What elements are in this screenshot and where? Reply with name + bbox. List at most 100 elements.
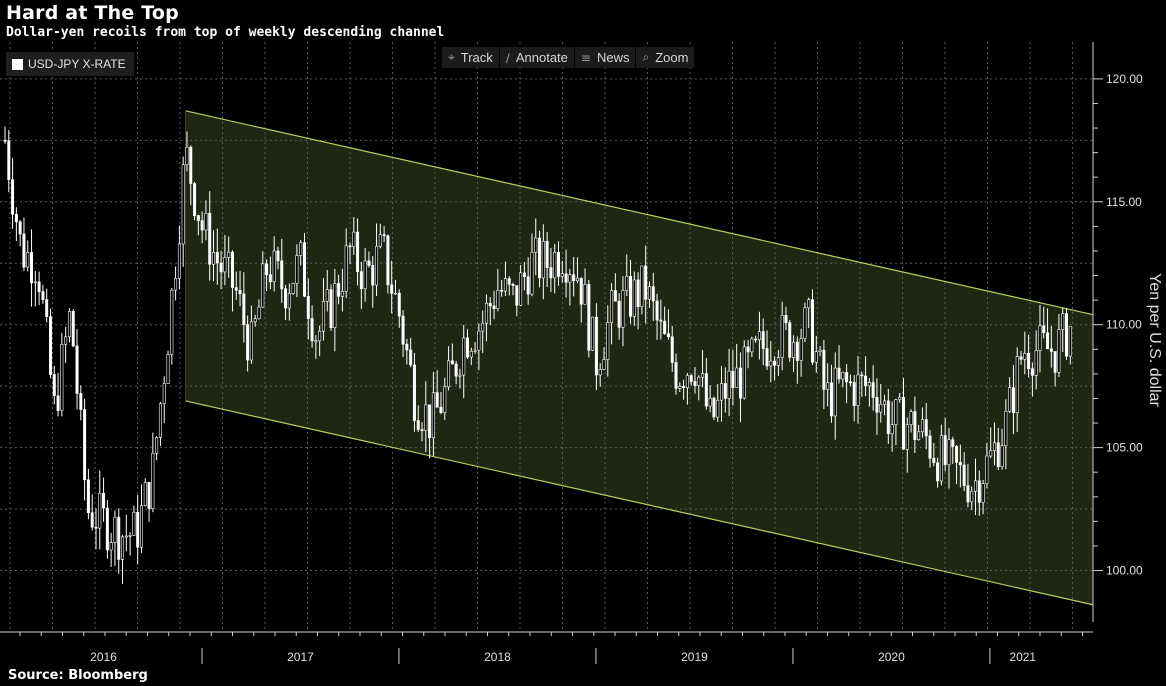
price-bar-body: [1019, 356, 1023, 360]
price-bar-body: [716, 399, 720, 418]
price-bar-body: [83, 409, 87, 481]
price-bar-body: [1057, 329, 1061, 373]
price-bar-body: [219, 262, 223, 273]
price-bar-body: [579, 277, 583, 305]
price-bar-body: [64, 336, 68, 345]
price-bar-body: [52, 374, 56, 397]
price-bar-body: [18, 221, 22, 235]
price-bar-body: [272, 250, 276, 283]
price-bar-body: [1053, 351, 1057, 373]
track-button[interactable]: ⌖ Track: [442, 47, 500, 68]
price-bar-body: [439, 406, 443, 414]
price-bar-body: [720, 383, 724, 401]
price-bar-body: [856, 374, 860, 406]
price-bar-body: [261, 263, 265, 308]
x-tick-label: 2018: [484, 650, 511, 664]
price-bar-body: [647, 286, 651, 300]
price-bar-body: [572, 274, 576, 282]
news-button[interactable]: ≡ News: [575, 47, 637, 68]
price-bar-body: [454, 363, 458, 377]
price-bar-body: [905, 424, 909, 450]
price-bar-body: [37, 281, 41, 292]
price-bar-body: [670, 336, 674, 363]
price-bar-body: [659, 319, 663, 322]
price-bar-body: [511, 283, 515, 286]
price-bar-body: [424, 404, 428, 431]
price-bar-body: [629, 276, 633, 317]
price-bar-body: [549, 267, 553, 279]
price-bar-body: [1023, 353, 1027, 360]
price-bar-body: [697, 376, 701, 386]
price-bar-body: [1000, 445, 1004, 468]
price-bar-body: [704, 373, 708, 407]
price-bar-body: [60, 344, 64, 411]
price-bar-body: [71, 311, 75, 347]
magnifier-icon: ⌕: [642, 50, 650, 64]
price-bar-body: [644, 265, 648, 300]
price-bar-body: [314, 340, 318, 343]
price-bar-body: [333, 283, 337, 328]
price-bar-body: [212, 252, 216, 265]
price-bar-body: [158, 403, 162, 438]
price-bar-body: [174, 277, 178, 291]
price-bar-body: [560, 273, 564, 277]
zoom-button[interactable]: ⌕ Zoom: [636, 47, 696, 68]
channel-lower-line: [185, 400, 1094, 606]
price-bar-body: [90, 512, 94, 528]
price-bar-body: [193, 183, 197, 216]
price-bar-body: [181, 164, 185, 245]
annotate-button[interactable]: ∕ Annotate: [500, 47, 575, 68]
price-bar-body: [602, 359, 606, 370]
price-bar-body: [864, 375, 868, 387]
price-bar-body: [1061, 313, 1065, 330]
price-bar-body: [985, 455, 989, 484]
price-bar-body: [682, 386, 686, 388]
legend[interactable]: USD-JPY X-RATE: [6, 52, 134, 76]
price-bar-body: [943, 435, 947, 465]
price-bar-body: [594, 316, 598, 376]
price-bar-body: [898, 397, 902, 400]
price-bar-body: [784, 315, 788, 324]
channel-fill: [185, 110, 1094, 605]
price-bar-body: [48, 316, 52, 375]
price-bar-body: [655, 300, 659, 321]
price-bar-body: [170, 289, 174, 355]
price-bar-body: [227, 251, 231, 258]
price-bar-body: [689, 375, 693, 382]
price-bar-body: [928, 435, 932, 459]
x-tick-label: 2020: [878, 650, 905, 664]
price-bar-body: [989, 450, 993, 457]
price-bar-body: [936, 462, 940, 482]
price-bar-body: [344, 245, 348, 292]
price-bar-body: [640, 265, 644, 307]
price-bar-body: [727, 370, 731, 399]
price-bar-body: [852, 382, 856, 406]
chart-subtitle: Dollar-yen recoils from top of weekly de…: [6, 25, 445, 40]
price-bar-body: [807, 299, 811, 309]
price-bar-body: [386, 235, 390, 286]
price-bar-body: [788, 322, 792, 358]
price-bar-body: [1004, 411, 1008, 447]
price-bar-body: [503, 278, 507, 292]
price-bar-body: [553, 252, 557, 279]
price-bar-body: [268, 274, 272, 283]
price-bar-body: [363, 260, 367, 290]
price-bar-body: [541, 240, 545, 279]
price-bar-body: [917, 431, 921, 440]
price-bar-body: [564, 273, 568, 283]
price-bar-body: [837, 367, 841, 380]
price-bar-body: [833, 367, 837, 417]
price-bar-body: [947, 439, 951, 465]
price-bar-body: [75, 345, 79, 394]
price-bar-body: [420, 429, 424, 431]
price-bar-body: [974, 480, 978, 492]
channel-upper-line: [185, 110, 1094, 316]
price-bar-body: [829, 382, 833, 417]
price-bar-body: [469, 350, 473, 358]
price-bar-body: [845, 372, 849, 383]
price-bar-body: [955, 446, 959, 463]
chart-title: Hard at The Top: [6, 2, 179, 24]
price-bar-body: [484, 302, 488, 324]
price-bar-body: [302, 242, 306, 297]
